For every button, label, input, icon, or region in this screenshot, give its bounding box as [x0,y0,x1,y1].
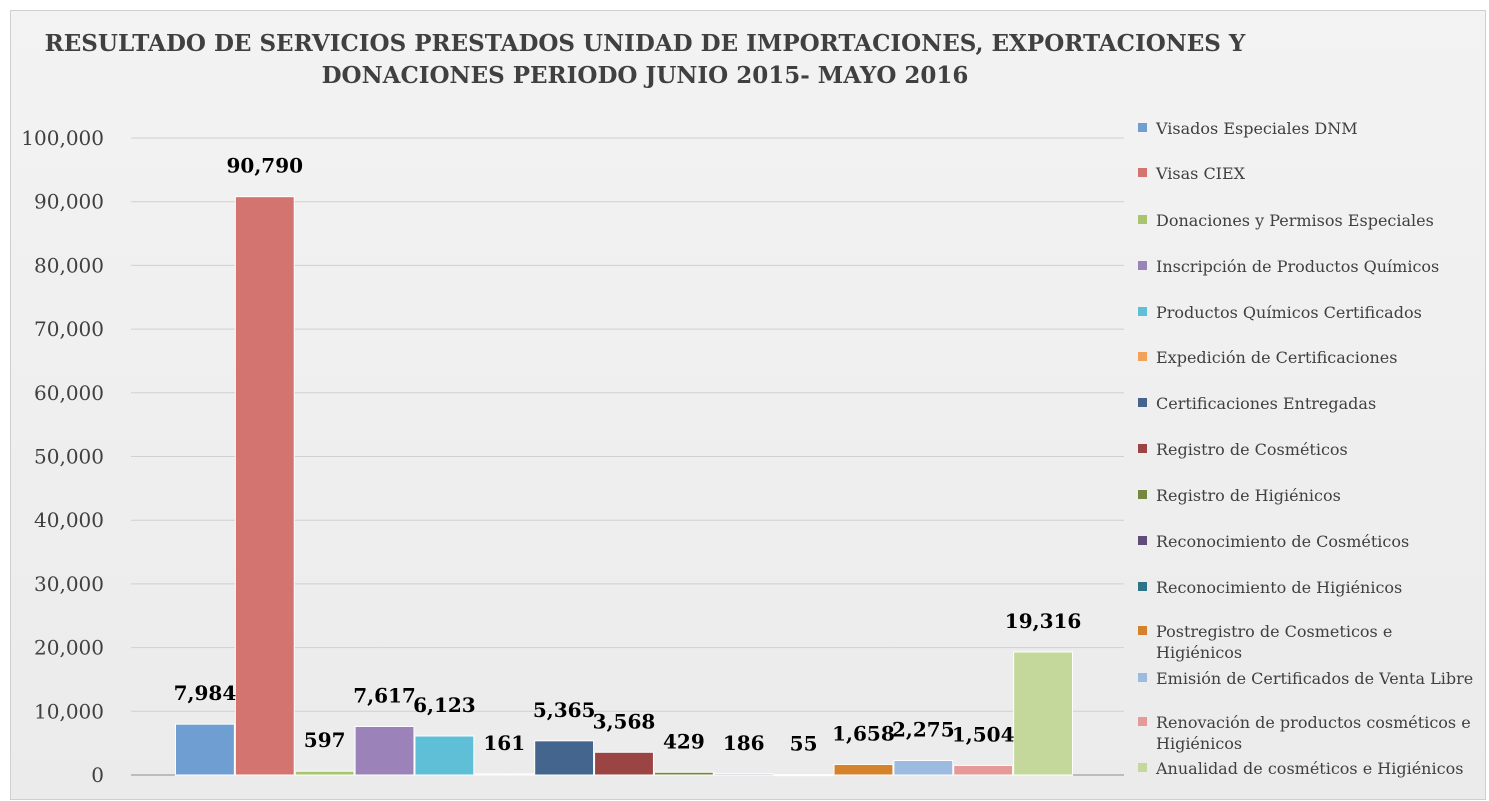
y-tick-label: 20,000 [34,636,104,660]
data-label: 55 [790,732,818,756]
data-label: 597 [304,728,346,752]
legend-label: Expedición de Certificaciones [1156,348,1398,367]
legend-swatch [1138,168,1147,177]
data-label: 161 [483,731,525,755]
bar [893,760,954,776]
bar [833,763,894,776]
legend-label: Visas CIEX [1156,164,1246,183]
data-label: 1,658 [832,721,895,745]
legend-swatch [1138,352,1147,361]
legend-label: Renovación de productos cosméticos e Hig… [1156,713,1471,753]
legend-swatch [1138,673,1147,682]
bar [414,735,475,776]
legend-label: Visados Especiales DNM [1156,119,1358,138]
legend-label: Registro de Cosméticos [1156,440,1348,459]
data-label: 186 [723,731,765,755]
bar [594,751,654,776]
legend-label: Emisión de Certificados de Venta Libre [1156,669,1474,688]
data-label: 6,123 [413,693,476,717]
data-label: 2,275 [892,718,955,742]
y-tick-label: 50,000 [34,445,104,469]
legend-swatch [1138,307,1147,316]
chart-title: RESULTADO DE SERVICIOS PRESTADOS UNIDAD … [44,30,1246,89]
legend-label: Reconocimiento de Cosméticos [1156,532,1410,551]
data-label: 90,790 [227,154,304,178]
bar [474,773,535,776]
legend-label: Registro de Higiénicos [1156,486,1341,505]
legend-swatch [1138,444,1147,453]
y-tick-label: 30,000 [34,572,104,596]
bar [953,764,1014,776]
legend-swatch [1138,582,1147,591]
legend-label: Donaciones y Permisos Especiales [1156,211,1434,230]
legend-swatch [1138,763,1147,772]
bar [294,770,355,776]
y-axis-tick-labels: 0 10,000 20,000 30,000 40,000 50,000 60,000 70,… [21,126,104,787]
bar [773,774,834,777]
data-label: 5,365 [533,698,596,722]
legend-swatch [1138,490,1147,499]
bar [653,771,714,776]
data-label: 429 [663,729,705,753]
bar [534,740,595,776]
legend-swatch [1138,123,1147,132]
data-label: 7,617 [353,683,416,707]
y-tick-label: 40,000 [34,508,104,532]
legend-swatch [1138,717,1147,726]
legend-label: Inscripción de Productos Químicos [1156,257,1440,276]
bars [175,196,1074,777]
legend-swatch [1138,261,1147,270]
y-tick-label: 10,000 [34,699,104,723]
legend-swatch [1138,626,1147,635]
data-label: 19,316 [1005,609,1082,633]
data-label: 1,504 [952,722,1015,746]
y-tick-label: 60,000 [34,381,104,405]
y-tick-label: 100,000 [21,126,104,150]
bar [234,196,295,776]
y-tick-label: 90,000 [34,190,104,214]
legend-swatch [1138,215,1147,224]
y-tick-label: 70,000 [34,317,104,341]
data-label: 3,568 [593,709,656,733]
y-tick-label: 0 [91,763,104,787]
legend-label: Anualidad de cosméticos e Higiénicos [1156,759,1464,778]
legend-swatch [1138,398,1147,407]
legend-label: Postregistro de Cosmeticos e Higiénicos [1156,622,1393,662]
legend-swatch [1138,536,1147,545]
bar [713,773,774,776]
legend-label: Productos Químicos Certificados [1156,303,1422,322]
legend-label: Reconocimiento de Higiénicos [1156,578,1403,597]
legend-label: Certificaciones Entregadas [1156,394,1377,413]
bar [1013,651,1074,776]
bar [354,725,415,776]
bar [175,723,235,776]
data-label: 7,984 [174,681,237,705]
y-tick-label: 80,000 [34,253,104,277]
